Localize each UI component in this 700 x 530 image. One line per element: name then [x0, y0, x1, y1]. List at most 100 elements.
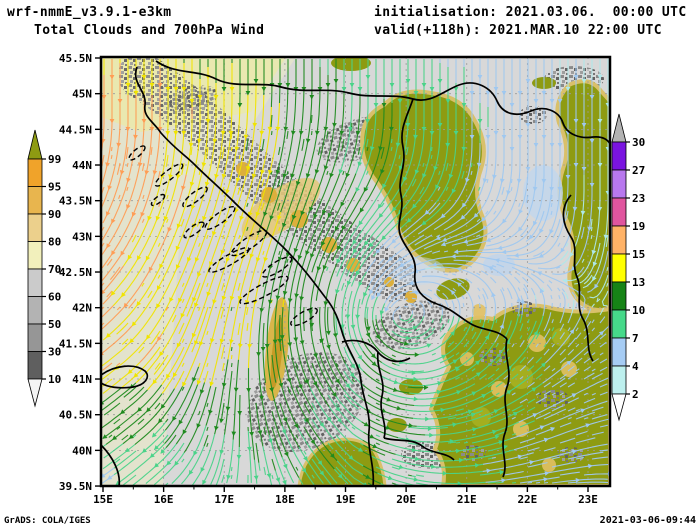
streamline-arrowhead — [272, 339, 278, 345]
streamline-arrowhead — [107, 475, 113, 480]
streamline — [476, 218, 481, 223]
streamline-arrowhead — [261, 87, 267, 92]
streamline — [479, 318, 482, 324]
plot-subtitle: Total Clouds and 700hPa Wind — [34, 23, 265, 38]
streamline-arrowhead — [589, 139, 595, 144]
streamline — [390, 138, 393, 144]
streamline — [490, 276, 497, 284]
streamline — [311, 173, 357, 273]
streamline — [436, 288, 441, 292]
streamline — [415, 337, 420, 340]
streamline — [567, 416, 572, 420]
streamline-arrowhead — [592, 276, 597, 282]
streamline — [567, 382, 576, 388]
streamline — [198, 410, 201, 415]
streamline-arrowhead — [477, 75, 483, 80]
streamline-arrowhead — [352, 239, 357, 245]
streamline-arrowhead — [509, 147, 515, 152]
streamline — [171, 314, 177, 323]
streamline-arrowhead — [193, 450, 198, 456]
streamline-arrowhead — [260, 169, 265, 175]
streamline-arrowhead — [123, 302, 129, 308]
streamline-arrowhead — [277, 215, 282, 221]
streamline — [442, 292, 449, 300]
streamline-arrowhead — [461, 103, 467, 108]
streamline — [415, 328, 420, 332]
streamline-arrowhead — [275, 126, 281, 132]
streamline — [591, 392, 596, 396]
streamline — [326, 170, 329, 175]
streamline-arrowhead — [597, 163, 603, 168]
streamline — [157, 170, 161, 179]
streamline — [103, 467, 115, 476]
streamline — [121, 434, 129, 441]
streamline-arrowhead — [190, 204, 196, 210]
streamline — [503, 320, 512, 340]
streamline — [222, 234, 225, 239]
streamline — [391, 354, 396, 358]
streamline-arrowhead — [470, 412, 476, 418]
lat-label: 43N — [72, 230, 92, 243]
streamline-arrowhead — [173, 87, 179, 92]
wind-cbar-label: 15 — [632, 248, 645, 261]
streamline — [375, 418, 380, 422]
streamline-arrowhead — [200, 467, 205, 473]
streamline-arrowhead — [264, 344, 270, 349]
streamline — [559, 323, 565, 332]
streamline-arrowhead — [281, 429, 287, 435]
streamline-arrowhead — [284, 451, 289, 457]
streamline — [378, 258, 385, 266]
streamline — [101, 83, 217, 367]
streamline — [230, 466, 233, 472]
streamline — [279, 314, 282, 351]
streamline-arrowhead — [482, 225, 488, 230]
streamline-arrowhead — [128, 434, 134, 439]
streamline — [181, 362, 185, 367]
streamline-arrowhead — [133, 91, 139, 96]
streamline-arrowhead — [533, 99, 539, 104]
streamline-arrowhead — [345, 314, 351, 320]
streamline — [123, 59, 169, 267]
streamline — [480, 270, 489, 276]
streamline — [230, 306, 233, 312]
streamline — [223, 370, 233, 435]
streamline-arrowhead — [269, 387, 274, 393]
streamline-arrowhead — [300, 210, 305, 216]
streamline — [271, 426, 283, 458]
streamline — [583, 366, 591, 372]
streamline-arrowhead — [310, 439, 315, 445]
wind-cbar-label: 27 — [632, 164, 645, 177]
streamline — [436, 234, 441, 238]
streamline-arrowhead — [385, 425, 391, 430]
streamline-arrowhead — [304, 379, 309, 385]
streamline-arrowhead — [105, 211, 111, 217]
lat-label: 41N — [72, 373, 92, 386]
streamline-arrowhead — [182, 429, 187, 435]
streamline — [277, 178, 281, 187]
streamline — [559, 357, 567, 364]
streamline — [439, 354, 455, 364]
streamline — [230, 146, 233, 152]
streamline-arrowhead — [157, 285, 162, 291]
streamline — [415, 482, 428, 486]
gargano-peninsula — [101, 365, 149, 389]
streamline-arrowhead — [345, 383, 350, 389]
streamline — [543, 382, 551, 388]
streamline — [575, 343, 580, 348]
streamline — [557, 287, 561, 292]
streamline — [182, 94, 265, 387]
streamline-arrowhead — [544, 471, 550, 476]
streamline — [137, 418, 145, 425]
streamline — [230, 346, 233, 351]
streamline — [393, 242, 401, 249]
streamline-arrowhead — [145, 255, 151, 261]
streamline-arrowhead — [541, 91, 547, 96]
streamline — [441, 266, 497, 317]
streamline — [414, 315, 461, 356]
streamline-arrowhead — [429, 87, 435, 92]
lat-label: 43.5N — [59, 195, 92, 208]
streamline — [142, 194, 145, 199]
streamline — [453, 259, 520, 314]
streamline — [378, 227, 402, 251]
wind-cbar-label: 10 — [632, 304, 645, 317]
